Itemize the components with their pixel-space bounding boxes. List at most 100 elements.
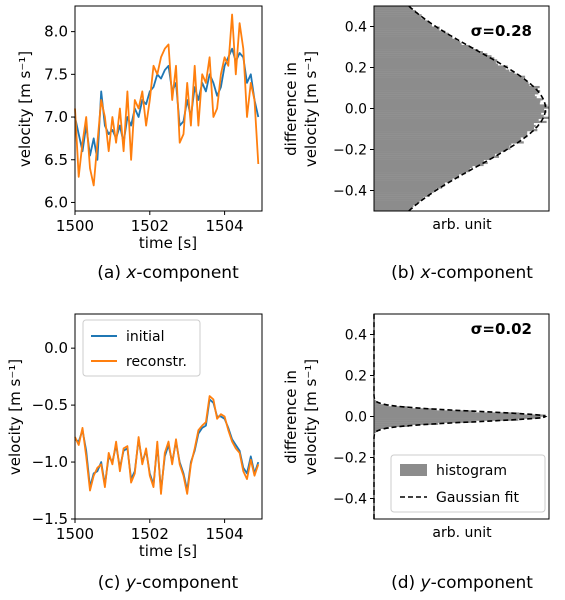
histogram-bar <box>374 131 528 134</box>
histogram-bar <box>374 81 529 85</box>
histogram-bar <box>374 167 470 171</box>
histogram-bar <box>374 42 462 46</box>
histogram-bar <box>374 49 479 52</box>
histogram-bar <box>374 53 488 56</box>
histogram-bar <box>374 141 524 144</box>
panel-b-xlabel: arb. unit <box>432 217 492 233</box>
histogram-bar <box>374 174 460 177</box>
panel-d-xlabel: arb. unit <box>432 525 492 541</box>
histogram-bar <box>374 412 519 415</box>
histogram-bar <box>374 190 434 193</box>
histogram-bar <box>374 172 466 175</box>
histogram-bar <box>374 71 515 74</box>
panel-b: −0.4 −0.2 0.0 0.2 0.4 σ=0.28 arb. unit diffe… <box>282 5 550 283</box>
histogram-bar <box>374 165 473 169</box>
histogram-bar <box>374 94 535 97</box>
histogram-bar <box>374 28 440 31</box>
histogram-bar <box>374 180 451 183</box>
panel-c-caption: (c) y-component <box>98 573 239 593</box>
histogram-bar <box>374 67 506 70</box>
histogram-bar <box>374 32 449 35</box>
histogram-bar <box>374 79 527 83</box>
histogram-bar <box>374 157 491 160</box>
histogram-bar <box>374 59 498 62</box>
histogram-bar <box>374 6 410 9</box>
y-tick-label: −0.2 <box>333 451 367 467</box>
panel-a-caption-italic: x <box>125 263 137 283</box>
y-tick-label: −1.0 <box>32 453 68 471</box>
histogram-bar <box>374 135 528 138</box>
histogram-bar <box>374 92 539 95</box>
histogram-bar <box>374 149 506 152</box>
histogram-bar <box>374 118 539 121</box>
histogram-bar <box>374 402 380 405</box>
histogram-bar <box>374 108 545 111</box>
histogram-bar <box>374 147 511 150</box>
histogram-bar <box>374 26 440 29</box>
histogram-bar <box>374 139 521 142</box>
histogram-bar <box>374 12 418 15</box>
histogram-bar <box>374 24 432 27</box>
panel-d-caption-suffix: -component <box>431 573 534 593</box>
histogram-bar <box>374 143 512 146</box>
histogram-bar <box>374 61 496 64</box>
histogram-bar <box>374 192 432 195</box>
histogram-bar <box>374 426 389 429</box>
histogram-bar <box>374 106 550 109</box>
y-tick-label: −0.4 <box>333 492 367 508</box>
histogram-bar <box>374 98 543 101</box>
y-tick-label: 6.5 <box>44 151 68 169</box>
panel-d-caption-italic: y <box>420 573 432 593</box>
histogram-bar <box>374 410 475 413</box>
histogram-bar <box>374 14 422 17</box>
gaussian-fit-line <box>408 5 547 212</box>
y-tick-label: 0.2 <box>345 369 367 385</box>
histogram-bar <box>374 75 526 78</box>
histogram-bar <box>374 122 534 126</box>
histogram-bar <box>374 161 488 165</box>
histogram-bar <box>374 104 548 107</box>
y-tick-label: 0.0 <box>44 339 68 357</box>
histogram-bar <box>374 176 459 179</box>
y-tick-label: −0.4 <box>333 184 367 200</box>
x-tick-label: 1504 <box>206 217 244 235</box>
panel-b-caption-italic: x <box>420 263 432 283</box>
panel-a-caption-suffix: -component <box>136 263 239 283</box>
histogram-bar <box>374 422 439 425</box>
panel-a-caption: (a) x-component <box>97 263 239 283</box>
histogram-bar <box>374 88 538 91</box>
legend-gaussian-label: Gaussian fit <box>436 490 519 506</box>
panel-b-ylabel-line2: velocity [m s⁻¹] <box>302 51 320 167</box>
histogram-bar <box>374 110 547 113</box>
histogram-bar <box>374 428 381 432</box>
panel-c-caption-suffix: -component <box>136 573 239 593</box>
panel-b-ticks: −0.4 −0.2 0.0 0.2 0.4 <box>333 20 374 200</box>
histogram-bar <box>374 430 376 434</box>
panel-c-ylabel: velocity [m s⁻¹] <box>6 359 24 475</box>
y-tick-label: 0.0 <box>345 410 367 426</box>
panel-c: 1500 1502 1504 −1.5 −1.0 −0.5 0.0 initial reco… <box>6 313 263 593</box>
panel-d-legend-box <box>390 454 546 513</box>
histogram-bar <box>374 57 495 60</box>
histogram-bar <box>374 129 538 132</box>
histogram-bar <box>374 51 483 54</box>
histogram-bar <box>374 96 537 99</box>
panel-c-marks <box>74 395 260 495</box>
legend-histogram-swatch <box>400 464 427 476</box>
histogram-bar <box>374 184 445 187</box>
legend-reconstr-label: reconstr. <box>126 354 187 370</box>
histogram-bar <box>374 404 389 407</box>
histogram-bar <box>374 116 549 119</box>
histogram-bar <box>374 406 408 409</box>
panel-b-sigma-annotation: σ=0.28 <box>471 22 532 40</box>
x-tick-label: 1502 <box>131 217 169 235</box>
histogram-bar <box>374 90 541 93</box>
histogram-bar <box>374 47 474 50</box>
x-tick-label: 1500 <box>56 525 94 543</box>
y-tick-label: 8.0 <box>44 23 68 41</box>
panel-d-ticks: −0.4 −0.2 0.0 0.2 0.4 <box>333 328 374 508</box>
y-tick-label: −1.5 <box>32 510 68 528</box>
histogram-bar <box>374 202 417 206</box>
histogram-bar <box>374 182 445 185</box>
panel-a-ylabel: velocity [m s⁻¹] <box>16 51 34 167</box>
